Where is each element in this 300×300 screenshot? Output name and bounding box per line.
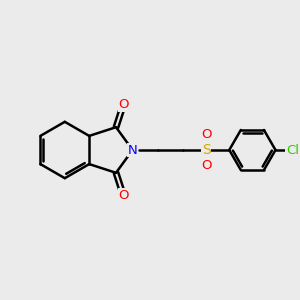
- Text: O: O: [201, 159, 211, 172]
- Text: O: O: [118, 98, 129, 111]
- Text: O: O: [201, 128, 211, 141]
- Text: S: S: [202, 143, 211, 157]
- Text: O: O: [118, 189, 129, 202]
- Text: N: N: [128, 143, 137, 157]
- Text: Cl: Cl: [286, 143, 299, 157]
